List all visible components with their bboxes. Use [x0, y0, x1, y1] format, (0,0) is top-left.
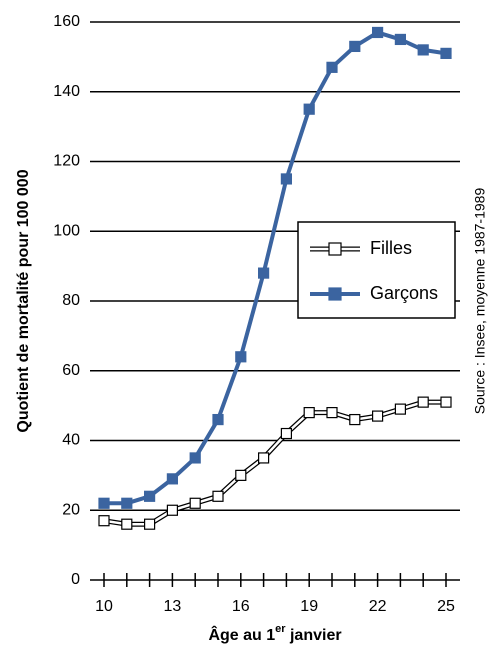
marker — [349, 413, 361, 426]
y-tick-label: 160 — [53, 13, 80, 30]
marker — [372, 410, 384, 422]
marker — [417, 396, 429, 408]
marker — [417, 44, 429, 56]
marker — [212, 490, 224, 502]
marker — [166, 473, 178, 485]
marker — [440, 47, 452, 59]
x-tick-label: 25 — [437, 598, 455, 615]
marker — [212, 413, 224, 426]
y-tick-label: 120 — [53, 153, 80, 170]
marker — [189, 497, 201, 509]
series-line — [103, 400, 446, 526]
y-tick-label: 140 — [53, 83, 80, 100]
series-line — [104, 30, 447, 506]
y-tick-label: 100 — [53, 222, 80, 239]
marker — [349, 40, 361, 53]
x-tick-label: 16 — [232, 598, 250, 615]
marker — [98, 515, 110, 527]
y-tick-label: 60 — [62, 362, 80, 379]
marker — [144, 518, 156, 530]
marker — [326, 61, 338, 73]
x-tick-label: 10 — [95, 598, 113, 615]
marker — [166, 504, 178, 516]
marker — [303, 407, 315, 419]
x-label-sup: er — [275, 623, 286, 635]
y-tick-label: 0 — [71, 571, 80, 588]
marker — [280, 173, 292, 185]
y-tick-label: 80 — [62, 292, 80, 309]
y-axis-label: Quotient de mortalité pour 100 000 — [15, 169, 32, 432]
x-axis-label: Âge au 1er janvier — [208, 623, 341, 644]
marker — [280, 427, 292, 440]
marker — [303, 103, 315, 115]
marker — [372, 26, 384, 39]
y-tick-label: 20 — [62, 501, 80, 518]
marker — [235, 351, 247, 363]
marker — [189, 452, 201, 464]
marker — [121, 518, 133, 530]
legend-marker — [328, 242, 342, 256]
marker — [121, 497, 133, 509]
legend-label: Filles — [370, 238, 412, 258]
marker — [394, 33, 406, 46]
marker — [144, 490, 156, 502]
series-line-outline — [103, 399, 446, 527]
x-label-part: Âge au 1 — [208, 625, 275, 644]
marker — [235, 469, 247, 481]
source-note: Source : Insee, moyenne 1987-1989 — [472, 188, 488, 415]
marker — [98, 497, 110, 509]
legend-box — [297, 221, 456, 319]
x-tick-label: 22 — [369, 598, 387, 615]
legend-label: Garçons — [370, 283, 438, 303]
y-tick-label: 40 — [62, 432, 80, 449]
marker — [326, 407, 338, 419]
legend-marker — [328, 287, 342, 301]
x-tick-label: 19 — [300, 598, 318, 615]
x-label-part: janvier — [286, 627, 342, 644]
x-tick-label: 13 — [164, 598, 182, 615]
marker — [440, 396, 452, 408]
marker — [258, 452, 270, 464]
marker — [394, 403, 406, 415]
marker — [258, 267, 270, 279]
